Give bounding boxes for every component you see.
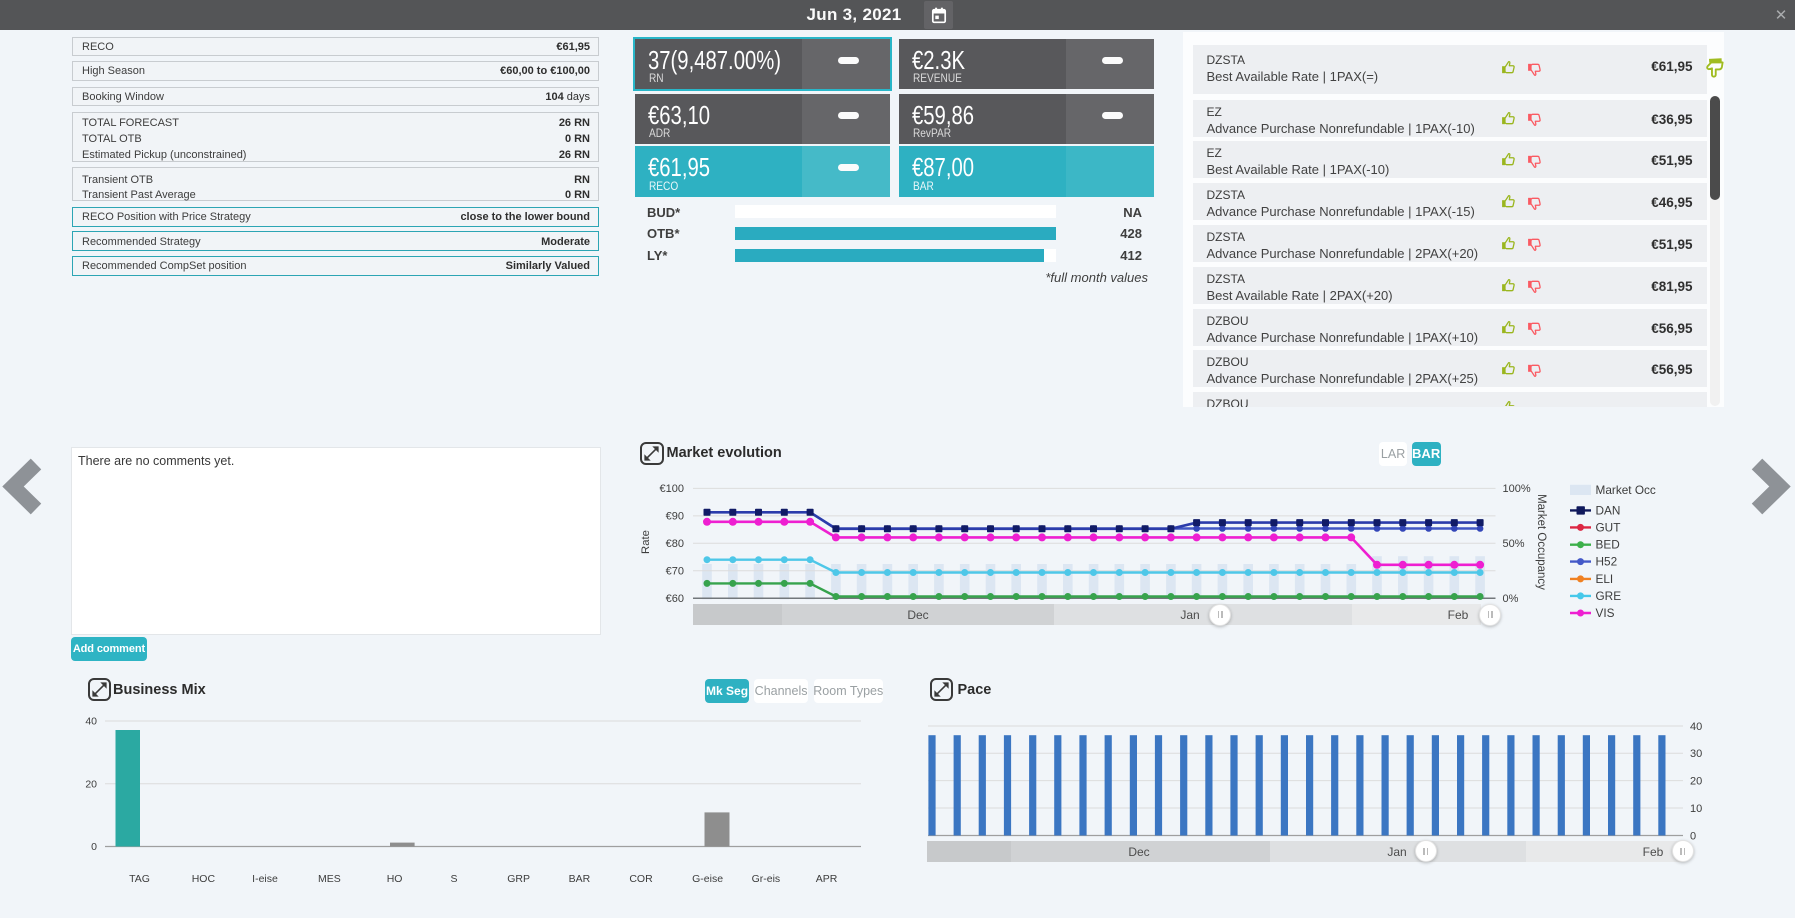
svg-text:20: 20: [85, 778, 97, 790]
svg-text:Rate: Rate: [640, 530, 652, 554]
svg-text:I-eise: I-eise: [252, 873, 278, 885]
svg-text:Market Occupancy: Market Occupancy: [1535, 494, 1547, 590]
svg-text:COR: COR: [629, 873, 653, 885]
svg-text:DAN: DAN: [1596, 503, 1621, 517]
svg-text:100%: 100%: [1503, 483, 1531, 495]
svg-text:VIS: VIS: [1596, 606, 1615, 620]
svg-text:Market Occ: Market Occ: [1596, 483, 1656, 497]
svg-text:Gr-eis: Gr-eis: [752, 873, 781, 885]
svg-text:40: 40: [1690, 721, 1702, 733]
svg-text:ELI: ELI: [1596, 572, 1614, 586]
svg-text:30: 30: [1690, 748, 1702, 760]
svg-text:0%: 0%: [1503, 593, 1519, 605]
svg-text:40: 40: [85, 716, 97, 728]
svg-text:20: 20: [1690, 776, 1702, 788]
svg-text:S: S: [450, 873, 457, 885]
svg-text:TAG: TAG: [129, 873, 150, 885]
svg-text:10: 10: [1690, 803, 1702, 815]
svg-text:GRE: GRE: [1596, 589, 1622, 603]
svg-text:€100: €100: [660, 483, 684, 495]
svg-text:HOC: HOC: [192, 873, 216, 885]
svg-text:HO: HO: [387, 873, 403, 885]
svg-text:0: 0: [1690, 831, 1696, 843]
svg-text:€80: €80: [666, 538, 684, 550]
svg-text:APR: APR: [816, 873, 838, 885]
svg-text:€90: €90: [666, 511, 684, 523]
svg-text:MES: MES: [318, 873, 341, 885]
svg-text:GUT: GUT: [1596, 520, 1621, 534]
svg-text:BAR: BAR: [569, 873, 591, 885]
svg-text:0: 0: [91, 841, 97, 853]
svg-text:BED: BED: [1596, 538, 1620, 552]
svg-text:H52: H52: [1596, 555, 1618, 569]
svg-text:50%: 50%: [1503, 538, 1525, 550]
svg-text:G-eise: G-eise: [692, 873, 723, 885]
svg-text:GRP: GRP: [507, 873, 530, 885]
svg-text:€60: €60: [666, 593, 684, 605]
svg-text:€70: €70: [666, 565, 684, 577]
